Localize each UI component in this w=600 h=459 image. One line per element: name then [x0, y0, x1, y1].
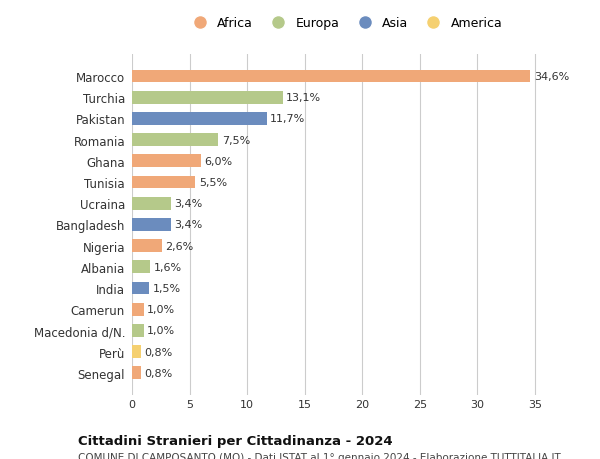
Bar [132, 261, 151, 274]
Bar [132, 346, 141, 358]
Text: 6,0%: 6,0% [205, 157, 233, 167]
Text: 11,7%: 11,7% [270, 114, 305, 124]
Text: 2,6%: 2,6% [166, 241, 194, 251]
Bar [132, 134, 218, 147]
Bar [132, 367, 141, 379]
Text: 5,5%: 5,5% [199, 178, 227, 188]
Bar [132, 303, 143, 316]
Bar [132, 197, 171, 210]
Bar [132, 282, 149, 295]
Text: COMUNE DI CAMPOSANTO (MO) - Dati ISTAT al 1° gennaio 2024 - Elaborazione TUTTITA: COMUNE DI CAMPOSANTO (MO) - Dati ISTAT a… [78, 452, 561, 459]
Text: 13,1%: 13,1% [286, 93, 322, 103]
Text: 0,8%: 0,8% [145, 347, 173, 357]
Bar [132, 325, 143, 337]
Text: 34,6%: 34,6% [534, 72, 569, 82]
Bar [132, 92, 283, 104]
Text: 1,6%: 1,6% [154, 262, 182, 272]
Bar [132, 240, 162, 252]
Text: 3,4%: 3,4% [175, 199, 203, 209]
Text: 1,0%: 1,0% [147, 326, 175, 336]
Text: Cittadini Stranieri per Cittadinanza - 2024: Cittadini Stranieri per Cittadinanza - 2… [78, 434, 392, 447]
Bar [132, 71, 530, 83]
Legend: Africa, Europa, Asia, America: Africa, Europa, Asia, America [187, 17, 503, 30]
Text: 3,4%: 3,4% [175, 220, 203, 230]
Text: 7,5%: 7,5% [222, 135, 250, 146]
Bar [132, 218, 171, 231]
Text: 0,8%: 0,8% [145, 368, 173, 378]
Text: 1,0%: 1,0% [147, 304, 175, 314]
Bar [132, 155, 201, 168]
Text: 1,5%: 1,5% [153, 283, 181, 293]
Bar [132, 113, 267, 125]
Bar [132, 176, 196, 189]
